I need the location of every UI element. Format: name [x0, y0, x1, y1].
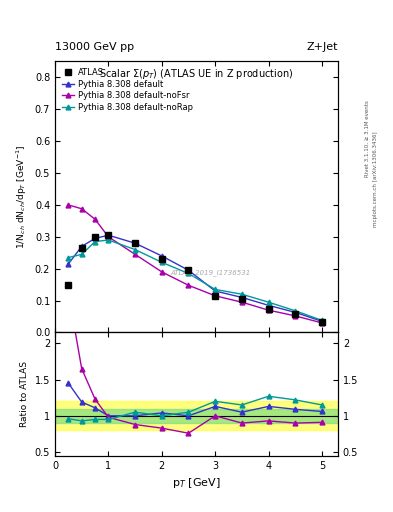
Pythia 8.308 default-noRap: [293, 308, 298, 314]
Pythia 8.308 default-noFsr: [320, 320, 324, 326]
Pythia 8.308 default-noFsr: [66, 202, 71, 208]
Pythia 8.308 default: [293, 309, 298, 315]
Pythia 8.308 default: [160, 253, 164, 259]
Text: ATLAS_2019_I1736531: ATLAS_2019_I1736531: [171, 269, 251, 276]
Pythia 8.308 default: [93, 236, 97, 242]
Pythia 8.308 default: [213, 288, 218, 294]
ATLAS: [266, 306, 271, 312]
ATLAS: [320, 319, 324, 325]
Pythia 8.308 default-noRap: [160, 259, 164, 265]
Pythia 8.308 default: [239, 294, 244, 301]
Pythia 8.308 default-noRap: [66, 254, 71, 261]
Pythia 8.308 default-noFsr: [266, 307, 271, 313]
ATLAS: [79, 245, 84, 251]
Pythia 8.308 default-noRap: [106, 237, 111, 243]
Pythia 8.308 default: [66, 261, 71, 267]
Pythia 8.308 default-noRap: [320, 317, 324, 324]
X-axis label: p$_T$ [GeV]: p$_T$ [GeV]: [172, 476, 221, 490]
ATLAS: [93, 234, 97, 240]
ATLAS: [160, 256, 164, 262]
Pythia 8.308 default-noFsr: [239, 299, 244, 305]
Pythia 8.308 default-noFsr: [106, 234, 111, 240]
Line: Pythia 8.308 default: Pythia 8.308 default: [66, 233, 324, 324]
Pythia 8.308 default: [186, 267, 191, 273]
Legend: ATLAS, Pythia 8.308 default, Pythia 8.308 default-noFsr, Pythia 8.308 default-no: ATLAS, Pythia 8.308 default, Pythia 8.30…: [59, 66, 196, 114]
Pythia 8.308 default: [320, 318, 324, 325]
ATLAS: [186, 267, 191, 273]
Pythia 8.308 default-noFsr: [293, 313, 298, 319]
Text: 13000 GeV pp: 13000 GeV pp: [55, 42, 134, 52]
Text: mcplots.cern.ch [arXiv:1306.3436]: mcplots.cern.ch [arXiv:1306.3436]: [373, 132, 378, 227]
Text: Scalar $\Sigma(p_T)$ (ATLAS UE in Z production): Scalar $\Sigma(p_T)$ (ATLAS UE in Z prod…: [99, 67, 294, 81]
Pythia 8.308 default-noFsr: [79, 206, 84, 212]
Text: Z+Jet: Z+Jet: [307, 42, 338, 52]
Line: Pythia 8.308 default-noRap: Pythia 8.308 default-noRap: [66, 238, 324, 323]
ATLAS: [213, 293, 218, 299]
Pythia 8.308 default-noRap: [213, 286, 218, 292]
Pythia 8.308 default: [106, 232, 111, 238]
Pythia 8.308 default: [133, 240, 138, 246]
ATLAS: [239, 296, 244, 302]
Pythia 8.308 default-noRap: [79, 251, 84, 258]
Line: ATLAS: ATLAS: [65, 232, 325, 325]
Text: Rivet 3.1.10, ≥ 3.1M events: Rivet 3.1.10, ≥ 3.1M events: [365, 100, 370, 177]
Y-axis label: Ratio to ATLAS: Ratio to ATLAS: [20, 361, 29, 427]
Pythia 8.308 default-noRap: [266, 299, 271, 305]
Pythia 8.308 default: [266, 302, 271, 308]
Pythia 8.308 default-noRap: [186, 270, 191, 276]
Pythia 8.308 default: [79, 243, 84, 249]
Pythia 8.308 default-noRap: [133, 246, 138, 252]
Pythia 8.308 default-noRap: [93, 239, 97, 245]
Pythia 8.308 default-noFsr: [133, 251, 138, 258]
Bar: [55, 409, 338, 423]
ATLAS: [66, 282, 71, 288]
Pythia 8.308 default-noRap: [239, 291, 244, 297]
Line: Pythia 8.308 default-noFsr: Pythia 8.308 default-noFsr: [66, 203, 324, 325]
ATLAS: [106, 232, 111, 238]
Pythia 8.308 default-noFsr: [93, 216, 97, 222]
Pythia 8.308 default-noFsr: [160, 269, 164, 275]
Pythia 8.308 default-noFsr: [186, 282, 191, 288]
ATLAS: [293, 311, 298, 317]
ATLAS: [133, 240, 138, 246]
Bar: [55, 401, 338, 430]
Y-axis label: 1/N$_{ch}$ dN$_{ch}$/dp$_T$ [GeV$^{-1}$]: 1/N$_{ch}$ dN$_{ch}$/dp$_T$ [GeV$^{-1}$]: [15, 145, 29, 249]
Pythia 8.308 default-noFsr: [213, 293, 218, 299]
